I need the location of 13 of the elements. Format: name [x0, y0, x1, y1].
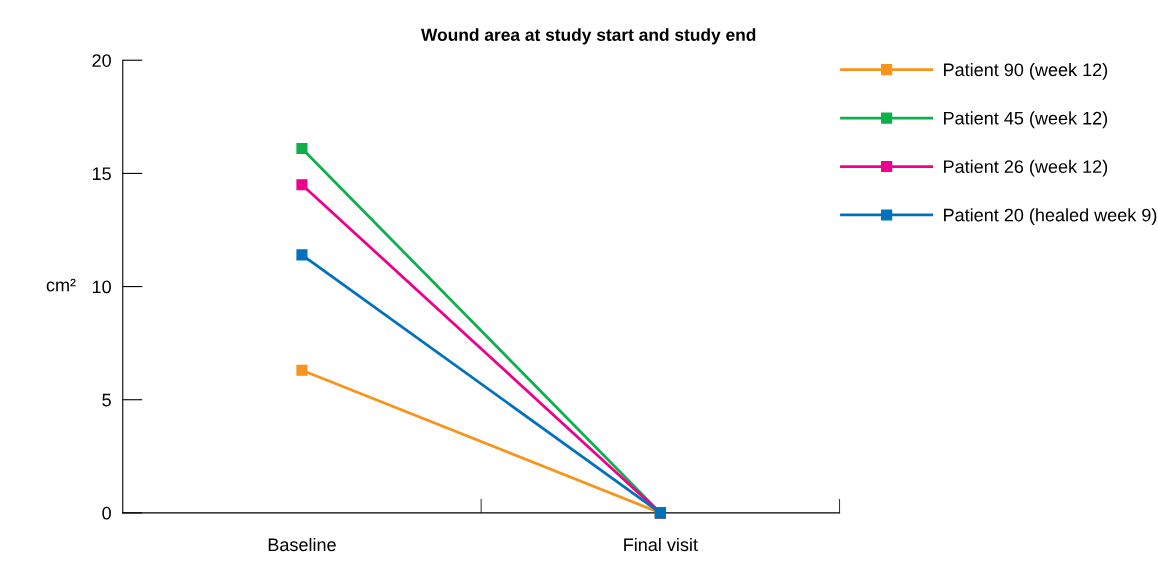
- legend-label: Patient 45 (week 12): [944, 111, 1108, 129]
- y-tick-label: 5: [102, 393, 111, 407]
- chart-title: Wound area at study start and study end: [421, 28, 756, 45]
- y-tick-label: 20: [92, 54, 111, 67]
- y-axis-title: cm²: [46, 278, 76, 292]
- y-tick-label: 15: [92, 167, 111, 181]
- legend-label: Patient 20 (healed week 9): [944, 208, 1157, 226]
- legend-label: Patient 26 (week 12): [944, 159, 1108, 177]
- x-tick-label: Baseline: [268, 537, 336, 552]
- x-tick-label: Final visit: [624, 537, 698, 552]
- y-tick-label: 10: [92, 280, 111, 294]
- y-tick-label: 0: [102, 506, 111, 520]
- legend-label: Patient 90 (week 12): [944, 62, 1108, 80]
